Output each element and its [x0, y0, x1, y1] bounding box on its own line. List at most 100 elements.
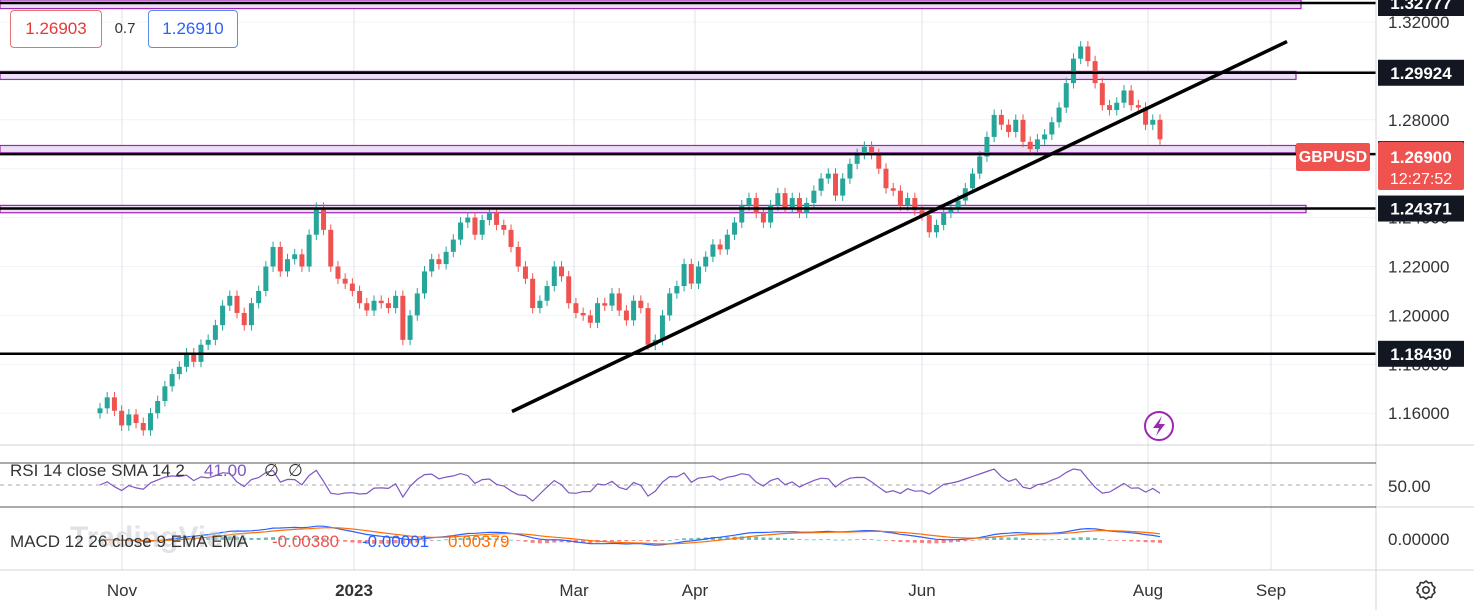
candle-body[interactable] — [998, 114, 1004, 125]
candle-body[interactable] — [147, 413, 153, 431]
candles[interactable] — [97, 41, 1163, 436]
candle-body[interactable] — [623, 310, 629, 321]
candle-body[interactable] — [667, 293, 673, 316]
ask-button[interactable]: 1.26910 — [148, 10, 238, 48]
candle-body[interactable] — [869, 146, 875, 155]
candle-body[interactable] — [587, 315, 593, 323]
candle-body[interactable] — [328, 229, 334, 267]
candle-body[interactable] — [1085, 46, 1091, 62]
candle-body[interactable] — [724, 234, 730, 250]
candle-body[interactable] — [645, 308, 651, 345]
candle-body[interactable] — [335, 266, 341, 279]
candle-body[interactable] — [782, 193, 788, 208]
candle-body[interactable] — [1107, 105, 1113, 111]
candle-body[interactable] — [241, 312, 247, 326]
candle-body[interactable] — [912, 198, 918, 211]
candle-body[interactable] — [573, 303, 579, 313]
candle-body[interactable] — [385, 303, 391, 309]
candle-body[interactable] — [306, 234, 312, 267]
candle-body[interactable] — [739, 205, 745, 223]
candle-body[interactable] — [104, 397, 110, 409]
trendline-line[interactable] — [511, 39, 1288, 414]
candle-body[interactable] — [926, 215, 932, 233]
candle-body[interactable] — [897, 190, 903, 206]
candle-body[interactable] — [479, 220, 485, 235]
candle-body[interactable] — [407, 315, 413, 340]
candle-body[interactable] — [299, 254, 305, 267]
candle-body[interactable] — [162, 386, 168, 401]
candle-body[interactable] — [1150, 119, 1156, 125]
candle-body[interactable] — [169, 374, 175, 387]
candle-body[interactable] — [256, 290, 262, 304]
candle-body[interactable] — [205, 339, 211, 345]
candle-body[interactable] — [357, 290, 363, 304]
zone-rect[interactable] — [0, 144, 1297, 154]
candle-body[interactable] — [602, 303, 608, 306]
candle-body[interactable] — [378, 300, 384, 304]
candle-body[interactable] — [760, 212, 766, 223]
candle-body[interactable] — [825, 173, 831, 179]
candle-body[interactable] — [674, 286, 680, 294]
candle-body[interactable] — [400, 295, 406, 340]
settings-gear-icon[interactable] — [1412, 576, 1440, 604]
candle-body[interactable] — [284, 259, 290, 272]
candle-body[interactable] — [1078, 46, 1084, 59]
candle-body[interactable] — [551, 266, 557, 287]
candle-body[interactable] — [1063, 83, 1069, 108]
candle-body[interactable] — [530, 278, 536, 309]
candle-body[interactable] — [292, 254, 298, 260]
candle-body[interactable] — [659, 315, 665, 340]
candle-body[interactable] — [818, 178, 824, 191]
candle-body[interactable] — [955, 200, 961, 208]
candle-body[interactable] — [515, 246, 521, 267]
candle-body[interactable] — [861, 146, 867, 155]
candle-body[interactable] — [111, 397, 117, 411]
candle-body[interactable] — [883, 168, 889, 189]
candle-body[interactable] — [890, 188, 896, 191]
candle-body[interactable] — [501, 224, 507, 230]
candle-body[interactable] — [558, 266, 564, 277]
candle-body[interactable] — [277, 246, 283, 272]
candle-body[interactable] — [212, 325, 218, 340]
candle-body[interactable] — [486, 212, 492, 221]
candle-body[interactable] — [414, 293, 420, 316]
candle-body[interactable] — [537, 300, 543, 309]
candle-body[interactable] — [688, 264, 694, 284]
lightning-icon[interactable] — [1144, 411, 1174, 441]
candle-body[interactable] — [905, 198, 911, 206]
bid-button[interactable]: 1.26903 — [10, 10, 102, 48]
horizontal-levels[interactable] — [0, 1, 1376, 356]
candle-body[interactable] — [941, 212, 947, 225]
candle-body[interactable] — [176, 366, 182, 375]
candle-body[interactable] — [775, 193, 781, 206]
candle-body[interactable] — [1006, 124, 1012, 133]
candle-body[interactable] — [227, 295, 233, 306]
candle-body[interactable] — [450, 239, 456, 252]
candle-body[interactable] — [753, 198, 759, 213]
candle-body[interactable] — [933, 224, 939, 233]
candle-body[interactable] — [710, 244, 716, 257]
candle-body[interactable] — [544, 286, 550, 301]
candle-body[interactable] — [796, 198, 802, 213]
candle-body[interactable] — [140, 422, 146, 431]
candle-body[interactable] — [595, 303, 601, 323]
candle-body[interactable] — [977, 156, 983, 174]
candle-body[interactable] — [472, 217, 478, 235]
candle-body[interactable] — [811, 190, 817, 203]
candle-body[interactable] — [580, 312, 586, 316]
candle-body[interactable] — [696, 266, 702, 284]
candle-body[interactable] — [631, 300, 637, 321]
trendline[interactable] — [511, 39, 1288, 414]
candle-body[interactable] — [184, 353, 190, 367]
time-axis[interactable]: Nov 2023 Mar Apr Jun Aug Sep — [107, 581, 1286, 600]
candle-body[interactable] — [876, 154, 882, 169]
candle-body[interactable] — [313, 207, 319, 235]
candle-body[interactable] — [126, 414, 132, 426]
candle-body[interactable] — [263, 266, 269, 291]
candle-body[interactable] — [155, 400, 161, 414]
candle-body[interactable] — [421, 271, 427, 294]
candle-body[interactable] — [119, 410, 125, 426]
candle-body[interactable] — [681, 264, 687, 287]
candle-body[interactable] — [436, 259, 442, 265]
candle-body[interactable] — [465, 217, 471, 223]
